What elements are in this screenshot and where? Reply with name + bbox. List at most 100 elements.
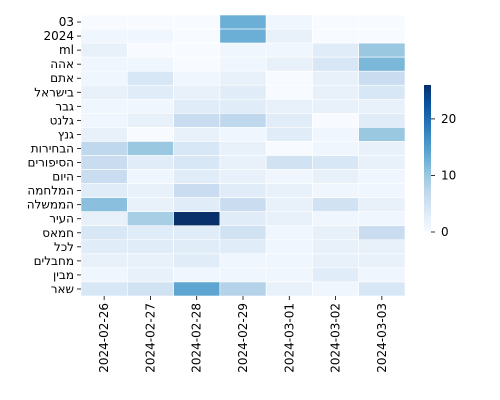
heatmap-cell xyxy=(126,239,174,255)
colorbar-tick-label: 0 xyxy=(441,225,449,239)
heatmap-cell xyxy=(312,56,360,72)
heatmap-cell xyxy=(358,127,406,142)
y-tick-label: גבר xyxy=(55,99,74,113)
heatmap-cell xyxy=(173,225,221,241)
heatmap-cell xyxy=(126,99,174,114)
heatmap-cell xyxy=(126,84,174,100)
heatmap-cell xyxy=(219,99,267,114)
heatmap-cell xyxy=(80,70,128,86)
y-tick-label: העיר xyxy=(49,212,74,226)
heatmap-cell xyxy=(312,183,360,198)
heatmap-cell xyxy=(173,56,221,72)
heatmap-cell xyxy=(173,70,221,86)
heatmap-cell xyxy=(126,28,174,44)
y-tick-label: גלנט xyxy=(50,113,74,127)
heatmap-cell xyxy=(219,56,267,72)
heatmap-cell xyxy=(312,225,360,241)
heatmap-cell xyxy=(173,99,221,114)
heatmap-cell xyxy=(312,42,360,58)
heatmap-cell xyxy=(126,56,174,72)
heatmap-cell xyxy=(80,197,128,212)
heatmap-cell xyxy=(358,14,406,30)
heatmap-cell xyxy=(312,14,360,30)
heatmap-cell xyxy=(265,239,313,255)
heatmap-cell xyxy=(358,70,406,86)
heatmap-cell xyxy=(173,197,221,212)
heatmap-cell xyxy=(219,169,267,184)
heatmap-cell xyxy=(126,141,174,156)
heatmap-cell xyxy=(265,70,313,86)
heatmap-cell xyxy=(312,281,360,297)
heatmap-cell xyxy=(265,253,313,269)
heatmap-cell xyxy=(80,84,128,100)
colorbar: 0 10 20 xyxy=(424,85,456,239)
heatmap-cell xyxy=(80,267,128,283)
heatmap-cell xyxy=(219,253,267,269)
heatmap-cell xyxy=(173,239,221,255)
y-tick-label: 03 xyxy=(59,15,74,29)
heatmap-cell xyxy=(126,211,174,227)
heatmap-cell xyxy=(126,253,174,269)
heatmap-cell xyxy=(312,113,360,128)
x-tick-label: 2024-03-03 xyxy=(375,303,389,373)
heatmap-cell xyxy=(358,253,406,269)
y-axis: 032024mlאההאתםבישראלגברגלנטגנץהבחירותהסי… xyxy=(27,15,81,296)
heatmap-cell xyxy=(173,281,221,297)
heatmap-cell xyxy=(312,70,360,86)
heatmap-cell xyxy=(126,42,174,58)
heatmap-cell xyxy=(265,28,313,44)
y-tick-label: היום xyxy=(52,170,74,184)
heatmap-cell xyxy=(265,56,313,72)
heatmap-cell xyxy=(358,113,406,128)
x-tick-label: 2024-03-02 xyxy=(329,303,343,373)
heatmap-cell xyxy=(219,211,267,227)
heatmap-cell xyxy=(219,239,267,255)
y-tick-label: הממשלה xyxy=(27,198,74,212)
heatmap-cell xyxy=(265,267,313,283)
heatmap-cell xyxy=(173,14,221,30)
y-tick-label: חמאס xyxy=(42,226,74,240)
heatmap-cell xyxy=(219,197,267,212)
heatmap-cell xyxy=(358,281,406,297)
colorbar-gradient xyxy=(424,85,431,232)
heatmap-cell xyxy=(219,183,267,198)
heatmap-cell xyxy=(126,267,174,283)
heatmap-cell xyxy=(265,141,313,156)
heatmap-cell xyxy=(80,281,128,297)
x-tick-label: 2024-02-29 xyxy=(236,303,250,373)
heatmap-cell xyxy=(126,169,174,184)
heatmap-cell xyxy=(126,225,174,241)
heatmap-cell xyxy=(80,183,128,198)
heatmap-cell xyxy=(358,84,406,100)
heatmap-cell xyxy=(80,56,128,72)
heatmap-cell xyxy=(265,113,313,128)
heatmap-cell xyxy=(265,127,313,142)
heatmap-cell xyxy=(358,267,406,283)
heatmap-cell xyxy=(219,113,267,128)
heatmap-cell xyxy=(265,225,313,241)
heatmap-cell xyxy=(80,253,128,269)
heatmap-cell xyxy=(126,281,174,297)
heatmap-cell xyxy=(358,141,406,156)
heatmap-cell xyxy=(80,99,128,114)
heatmap-cell xyxy=(265,99,313,114)
heatmap-cell xyxy=(173,211,221,227)
x-tick-label: 2024-02-28 xyxy=(190,303,204,373)
heatmap-cell xyxy=(312,267,360,283)
heatmap-cell xyxy=(219,127,267,142)
heatmap-cell xyxy=(358,239,406,255)
heatmap-cell xyxy=(312,99,360,114)
heatmap-cell xyxy=(265,84,313,100)
heatmap-cell xyxy=(219,28,267,44)
heatmap-cell xyxy=(80,28,128,44)
colorbar-tick-label: 10 xyxy=(441,168,456,182)
x-tick-label: 2024-03-01 xyxy=(282,303,296,373)
heatmap-cell xyxy=(358,225,406,241)
heatmap-cell xyxy=(173,127,221,142)
heatmap-cell xyxy=(80,14,128,30)
heatmap-cell xyxy=(312,28,360,44)
heatmap-cell xyxy=(358,42,406,58)
heatmap-cell xyxy=(173,267,221,283)
y-tick-label: מבין xyxy=(53,268,74,282)
